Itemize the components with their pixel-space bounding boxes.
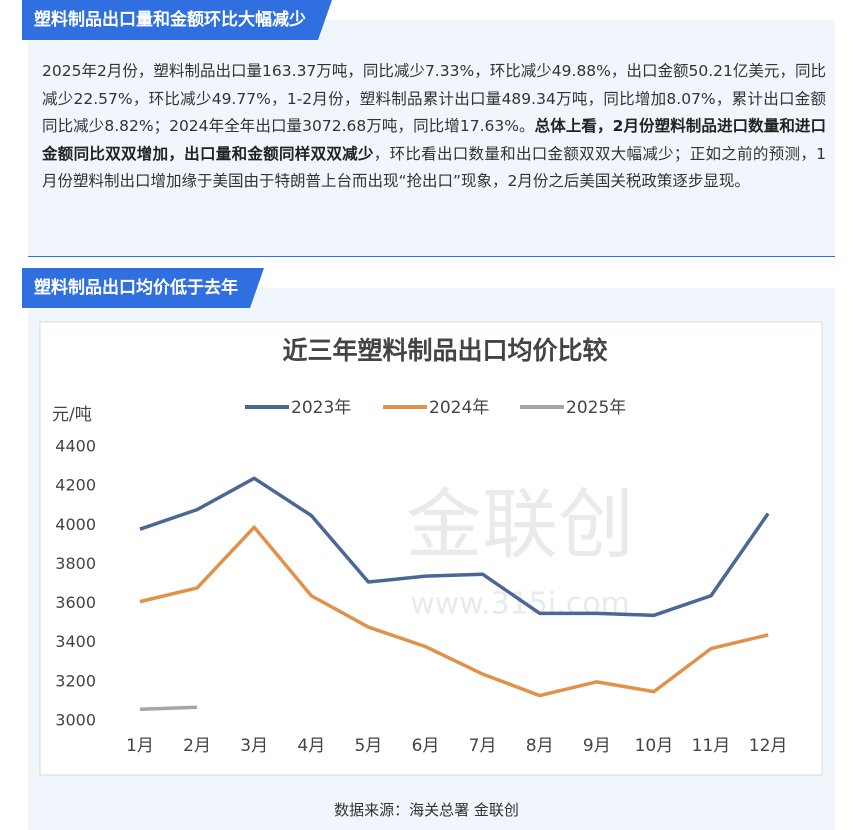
watermark: 金联创 xyxy=(406,480,634,569)
summary-box xyxy=(28,20,835,257)
legend-label: 2025年 xyxy=(566,398,626,418)
chart-frame xyxy=(39,321,823,776)
section-heading: 塑料制品出口量和金额环比大幅减少 xyxy=(22,0,332,40)
x-tick-label: 7月 xyxy=(469,736,497,756)
y-tick-label: 3200 xyxy=(55,671,96,690)
x-tick-label: 4月 xyxy=(297,736,325,756)
x-tick-label: 3月 xyxy=(240,736,268,756)
series-line xyxy=(139,476,770,618)
x-tick-label: 5月 xyxy=(354,736,382,756)
x-tick-label: 9月 xyxy=(583,736,611,756)
x-tick-label: 8月 xyxy=(526,736,554,756)
section-heading: 塑料制品出口均价低于去年 xyxy=(22,268,264,308)
x-tick-label: 11月 xyxy=(692,736,731,756)
text: ，环比看出口数量和出口金额双双大幅减少；正如之前的预测，1月份塑料制出口增加缘于… xyxy=(42,144,826,191)
y-axis-label: 元/吨 xyxy=(52,405,92,425)
y-tick-label: 3400 xyxy=(55,632,96,651)
chart-title: 近三年塑料制品出口均价比较 xyxy=(282,336,607,365)
x-tick-label: 6月 xyxy=(412,736,440,756)
text: 2025年2月份，塑料制品出口量163.37万吨，同比减少7.33%，环比减少4… xyxy=(42,62,826,135)
legend-label: 2024年 xyxy=(429,398,489,418)
series-line xyxy=(139,705,198,712)
paragraph: 2025年2月份，塑料制品出口量163.37万吨，同比减少7.33%，环比减少4… xyxy=(42,58,826,196)
y-tick-label: 3600 xyxy=(55,593,96,612)
y-tick-label: 4000 xyxy=(55,515,96,534)
legend-label: 2023年 xyxy=(291,398,351,418)
x-tick-label: 12月 xyxy=(749,736,788,756)
x-tick-label: 10月 xyxy=(635,736,674,756)
x-tick-label: 1月 xyxy=(126,736,154,756)
y-tick-label: 4200 xyxy=(55,476,96,495)
y-tick-label: 3800 xyxy=(55,554,96,573)
series-line xyxy=(139,525,769,698)
y-tick-label: 4400 xyxy=(55,437,96,456)
source: 数据来源：海关总署 金联创 xyxy=(334,801,519,819)
watermark: www.315i.com xyxy=(410,587,630,622)
x-tick-label: 2月 xyxy=(183,736,211,756)
bold-text: 总体上看，2月份塑料制品进口数量和进口金额同比双双增加，出口量和金额同样双双减少 xyxy=(42,117,826,163)
y-tick-label: 3000 xyxy=(55,711,96,730)
